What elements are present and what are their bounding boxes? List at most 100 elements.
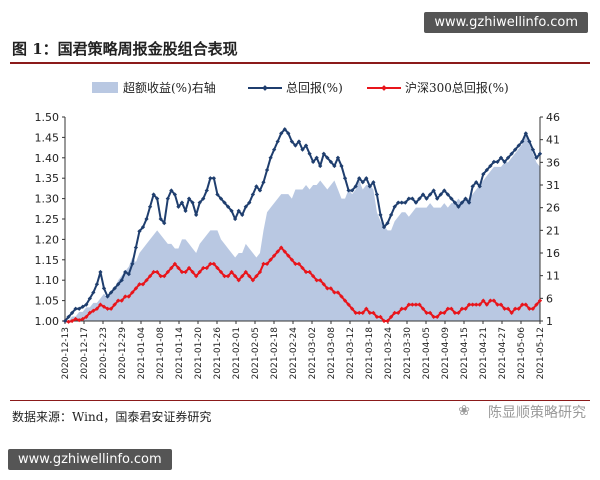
series-hs300-line-point [264,261,270,267]
series-hs300-line-point [307,269,312,275]
series-hs300-line-point [225,273,231,279]
series-hs300-line-point [399,306,404,311]
x-tick-label: 2021-01-08 [156,327,166,380]
series-total-line-point [137,229,142,234]
series-hs300-line-point [236,278,241,283]
series-hs300-line-point [204,265,209,271]
series-hs300-line-point [445,306,450,311]
series-hs300-line-point [403,306,408,311]
series-hs300-line-point [392,310,397,315]
x-tick-label: 2021-02-01 [232,327,242,379]
series-hs300-line-point [466,302,472,307]
series-total-line-point [403,200,408,205]
series-hs300-line-point [272,253,277,258]
series-total-line-point [133,245,139,250]
series-hs300-line-point [488,298,493,303]
series-hs300-line-point [325,286,330,291]
series-total-line-point [442,188,447,193]
series-hs300-line-point [247,273,252,279]
watermark-bottom: www.gzhiwellinfo.com [8,449,172,470]
series-total-line-point [147,204,153,209]
series-total-line-point [435,196,440,201]
series-hs300-line-point [229,269,234,275]
series-hs300-line-point [417,302,422,307]
series-hs300-line-point [459,306,465,311]
legend-excess-swatch [92,82,118,93]
series-hs300-line-point [169,265,174,271]
x-tick-label: 2021-03-12 [346,327,356,379]
series-total-line-point [445,192,450,197]
series-total-line-point [261,180,266,185]
legend-excess-label: 超额收益(%)右轴 [123,80,216,95]
series-total-line-point [215,192,220,197]
x-tick-label: 2021-05-12 [536,327,546,379]
series-hs300-line-point [254,273,259,279]
series-hs300-line-point [509,310,514,315]
series-total-line-point [225,204,231,209]
series-hs300-line-point [321,282,326,287]
series-hs300-line-point [233,273,238,279]
series-hs300-line-point [498,302,504,307]
series-total-line-point [350,188,355,193]
series-total-line-point [371,180,376,185]
series-hs300-line-point [215,265,220,271]
series-total-line-point [406,196,411,201]
series-total-line-point [470,184,475,189]
series-hs300-line-point [303,269,309,275]
series-total-line-point [250,192,255,197]
series-total-line-point [378,212,383,218]
source-divider [10,400,590,401]
series-total-line-point [502,159,507,165]
wechat-logo-icon: ❀ [458,403,470,419]
y-right-tick-label: 6 [546,292,553,305]
series-hs300-line-point [523,302,528,307]
series-hs300-line-point [183,269,188,275]
series-total-line-point [165,196,170,201]
y-right-tick-label: 46 [546,111,560,124]
series-total-line-point [481,171,486,177]
series-total-line-point [328,159,333,165]
series-hs300-line-point [378,314,383,320]
series-hs300-line-point [484,302,489,307]
series-hs300-line-point [342,298,348,303]
series-hs300-line-point [360,310,365,315]
x-tick-label: 2021-03-24 [384,327,394,380]
series-total-line-point [399,200,404,205]
series-total-line-point [392,204,397,209]
series-total-line-point [279,131,284,136]
series-hs300-line-point [279,245,284,250]
series-total-line-point [474,180,479,185]
series-hs300-line-point [162,273,167,279]
series-hs300-line-point [240,273,245,279]
series-hs300-line-point [477,302,482,307]
legend-hs300-marker [381,85,387,91]
series-total-line-point [466,200,472,205]
series-total-line-point [144,216,149,222]
series-hs300-line-point [243,269,248,275]
series-total-line-point [176,204,181,209]
series-total-line-point [342,176,348,181]
series-hs300-line-point [470,302,475,307]
series-total-line-point [233,216,238,222]
series-total-line-point [360,180,365,185]
series-total-line-point [186,196,192,201]
series-hs300-line-point [353,310,358,315]
series-total-line-point [240,212,245,218]
series-hs300-line-point [339,294,344,299]
series-hs300-line-point [388,314,394,320]
series-hs300-line-point [357,310,362,315]
series-hs300-line-point [222,273,227,279]
series-hs300-line-point [190,269,195,275]
series-total-line-point [491,159,497,165]
series-hs300-line-point [311,273,316,279]
legend-total-marker [262,85,268,91]
series-hs300-line-point [516,306,521,311]
series-hs300-line-point [431,314,436,320]
series-total-line-point [513,147,518,152]
y-left-tick-label: 1.05 [35,295,60,308]
series-hs300-line-point [201,265,206,271]
series-total-line-point [155,196,160,201]
series-total-line-point [516,143,521,148]
series-hs300-line-point [413,302,419,307]
y-left-tick-label: 1.10 [35,274,60,287]
